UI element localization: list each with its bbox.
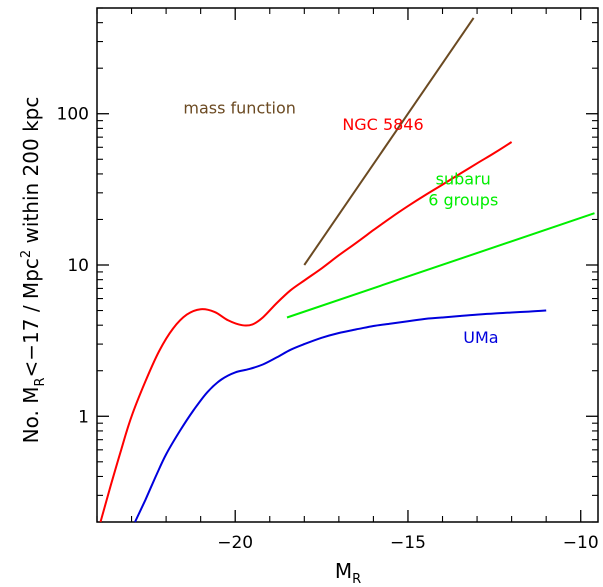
x-tick-label: −20 <box>217 533 253 553</box>
y-axis-title: No. MR<−17 / Mpc2 within 200 kpc <box>19 97 48 444</box>
y-tick-label: 100 <box>57 105 89 125</box>
series-line-mass-function <box>303 17 475 266</box>
y-tick-label: 10 <box>67 256 89 276</box>
labels-layer: mass function NGC 5846 subaru 6 groups UMa <box>183 99 498 347</box>
series-line-subaru-6-groups <box>286 212 595 319</box>
y-tick-label: 1 <box>78 407 89 427</box>
series-layer <box>99 17 595 523</box>
x-tick-label: −10 <box>563 533 599 553</box>
series-label-mass-function: mass function <box>183 99 296 118</box>
series-line-ngc-5846 <box>99 141 513 523</box>
series-label-ngc-5846: NGC 5846 <box>342 115 423 134</box>
series-label-uma: UMa <box>463 328 498 347</box>
x-axis-title: MR <box>335 559 361 587</box>
series-label-subaru-6-groups: subaru 6 groups <box>428 170 498 210</box>
series-line-uma <box>134 309 547 523</box>
axis-ticks: −20 −15 −10 1 10 100 <box>57 7 599 553</box>
x-tick-label: −15 <box>390 533 426 553</box>
